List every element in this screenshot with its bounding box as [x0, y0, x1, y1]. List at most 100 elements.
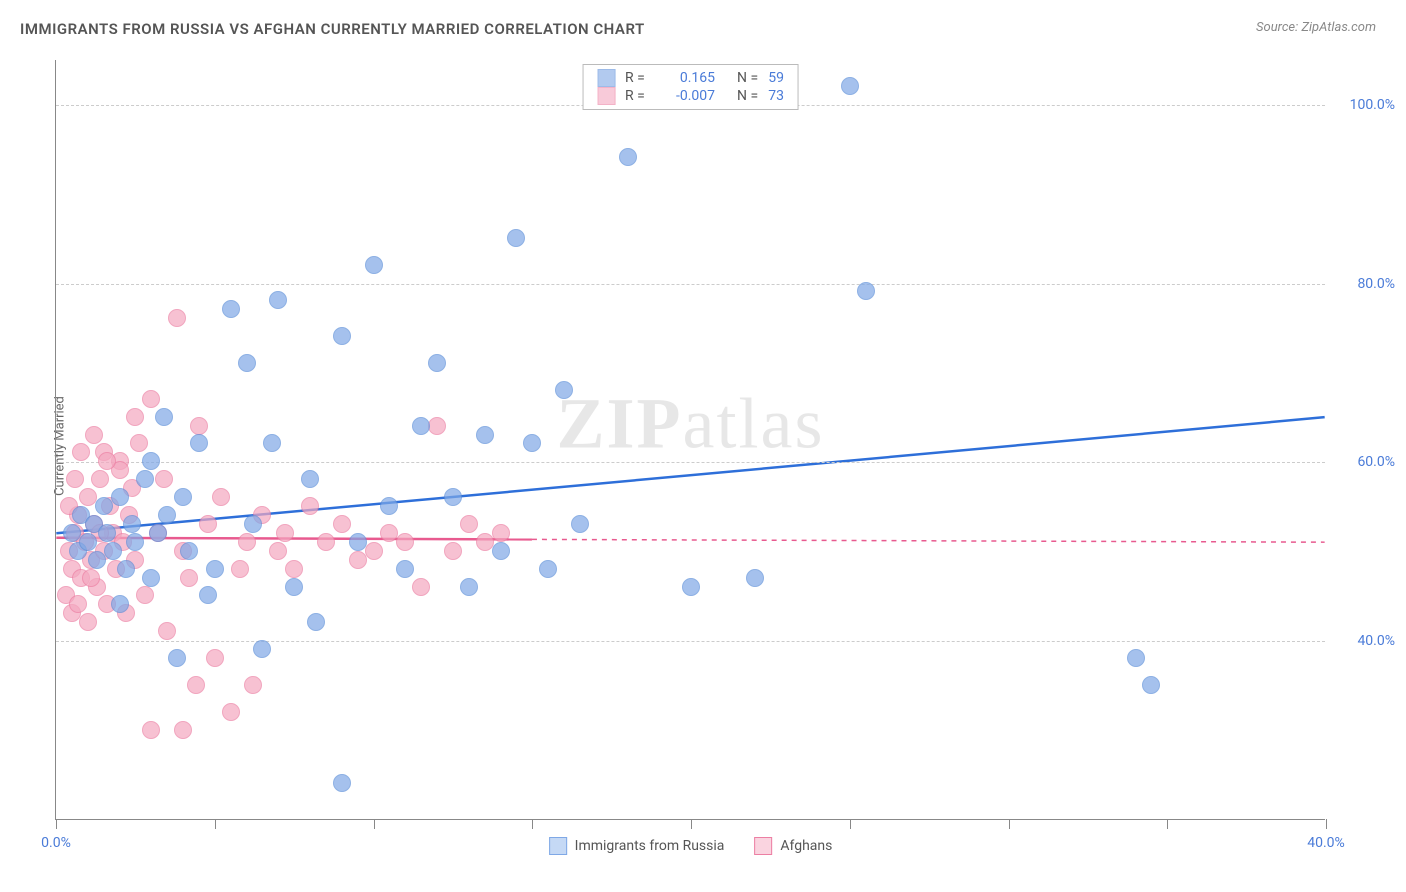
scatter-point — [263, 434, 281, 452]
scatter-point — [307, 613, 325, 631]
scatter-point — [155, 470, 173, 488]
scatter-point — [555, 381, 573, 399]
x-tick — [374, 819, 375, 829]
scatter-point — [523, 434, 541, 452]
scatter-point — [301, 497, 319, 515]
scatter-point — [1127, 649, 1145, 667]
scatter-point — [136, 470, 154, 488]
legend-swatch — [549, 837, 567, 855]
scatter-point — [126, 533, 144, 551]
scatter-point — [158, 506, 176, 524]
x-tick — [691, 819, 692, 829]
legend-label: Immigrants from Russia — [575, 838, 725, 854]
scatter-point — [155, 408, 173, 426]
legend-n-label: N = — [737, 70, 758, 86]
scatter-point — [571, 515, 589, 533]
scatter-point — [111, 595, 129, 613]
y-tick-label: 80.0% — [1335, 276, 1395, 292]
scatter-point — [238, 533, 256, 551]
source-credit: Source: ZipAtlas.com — [1256, 20, 1376, 35]
scatter-point — [79, 613, 97, 631]
scatter-point — [190, 417, 208, 435]
watermark-rest: atlas — [683, 384, 825, 464]
scatter-point — [619, 148, 637, 166]
scatter-point — [380, 497, 398, 515]
scatter-point — [190, 434, 208, 452]
scatter-point — [79, 533, 97, 551]
scatter-point — [244, 515, 262, 533]
scatter-point — [126, 408, 144, 426]
legend-bottom: Immigrants from Russia Afghans — [549, 837, 833, 855]
scatter-point — [476, 426, 494, 444]
legend-n-label: N = — [737, 88, 758, 104]
scatter-point — [444, 488, 462, 506]
x-tick — [532, 819, 533, 829]
scatter-point — [174, 721, 192, 739]
legend-swatch — [754, 837, 772, 855]
scatter-point — [244, 676, 262, 694]
scatter-point — [168, 309, 186, 327]
scatter-point — [492, 524, 510, 542]
legend-r-label: R = — [625, 70, 653, 86]
scatter-point — [199, 515, 217, 533]
scatter-point — [460, 578, 478, 596]
scatter-point — [460, 515, 478, 533]
scatter-point — [349, 533, 367, 551]
scatter-point — [333, 515, 351, 533]
x-tick-label: 0.0% — [41, 835, 71, 851]
scatter-point — [428, 417, 446, 435]
scatter-point — [746, 569, 764, 587]
scatter-point — [142, 452, 160, 470]
scatter-point — [82, 569, 100, 587]
y-tick-label: 40.0% — [1335, 633, 1395, 649]
scatter-point — [180, 569, 198, 587]
scatter-point — [269, 542, 287, 560]
scatter-point — [180, 542, 198, 560]
trend-line-dashed — [532, 539, 1325, 542]
scatter-point — [158, 622, 176, 640]
legend-n-value: 59 — [768, 70, 784, 86]
y-tick-label: 100.0% — [1335, 97, 1395, 113]
scatter-point — [285, 578, 303, 596]
watermark-bold: ZIP — [557, 384, 683, 464]
scatter-point — [91, 470, 109, 488]
legend-r-label: R = — [625, 88, 653, 104]
scatter-point — [98, 452, 116, 470]
scatter-point — [98, 524, 116, 542]
scatter-point — [142, 569, 160, 587]
legend-label: Afghans — [780, 838, 832, 854]
scatter-point — [333, 774, 351, 792]
scatter-point — [412, 417, 430, 435]
scatter-point — [111, 488, 129, 506]
scatter-point — [841, 77, 859, 95]
scatter-point — [222, 300, 240, 318]
scatter-point — [238, 354, 256, 372]
x-tick — [1009, 819, 1010, 829]
x-tick — [1167, 819, 1168, 829]
chart-title: IMMIGRANTS FROM RUSSIA VS AFGHAN CURRENT… — [20, 20, 645, 38]
scatter-point — [301, 470, 319, 488]
scatter-point — [857, 282, 875, 300]
gridline-horizontal — [56, 641, 1325, 642]
scatter-point — [365, 256, 383, 274]
gridline-horizontal — [56, 284, 1325, 285]
scatter-point — [104, 542, 122, 560]
scatter-point — [253, 640, 271, 658]
scatter-point — [285, 560, 303, 578]
legend-stats-row: R =-0.007N =73 — [597, 87, 784, 105]
y-tick-label: 60.0% — [1335, 454, 1395, 470]
x-tick — [215, 819, 216, 829]
legend-swatch — [597, 69, 615, 87]
x-tick — [1326, 819, 1327, 829]
legend-swatch — [597, 87, 615, 105]
trend-lines-svg — [56, 60, 1325, 819]
scatter-point — [142, 390, 160, 408]
scatter-point — [317, 533, 335, 551]
plot-area: ZIPatlas R =0.165N =59R =-0.007N =73 Imm… — [55, 60, 1325, 820]
scatter-point — [396, 560, 414, 578]
legend-r-value: -0.007 — [663, 88, 715, 104]
scatter-point — [412, 578, 430, 596]
scatter-point — [174, 488, 192, 506]
scatter-point — [428, 354, 446, 372]
scatter-point — [231, 560, 249, 578]
